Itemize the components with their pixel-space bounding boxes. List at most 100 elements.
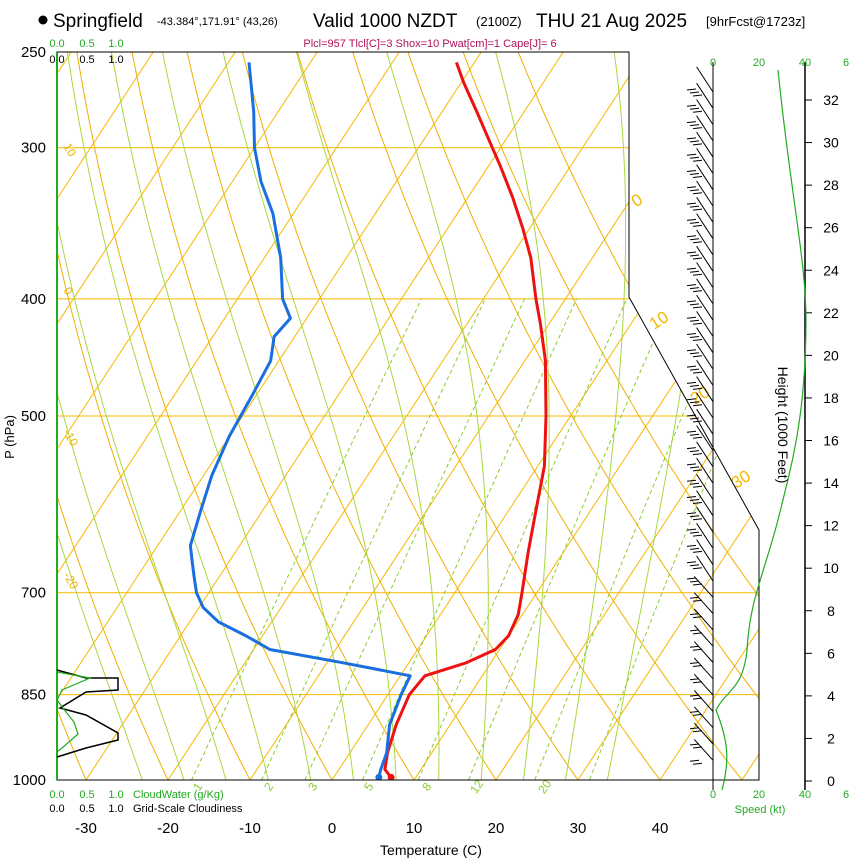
wind-barb-flag [686, 218, 697, 221]
cloudiness-curve [56, 669, 119, 758]
wind-barb-flag [689, 482, 700, 485]
wind-barb-flag [692, 224, 703, 227]
height-tick-label: 10 [823, 560, 839, 576]
wind-barb [696, 99, 714, 125]
pressure-tick-label: 250 [21, 44, 46, 61]
wind-barb-flag [686, 186, 697, 189]
wind-barb-flag [686, 121, 697, 124]
isotherm-line [57, 52, 400, 780]
dry-adiabat-line [57, 52, 264, 780]
speed-tick-top-label: 20 [753, 57, 765, 69]
wind-barb-flag [692, 257, 703, 260]
wind-barb-flag [689, 547, 700, 550]
wind-barb-flag [686, 88, 697, 91]
height-tick-label: 22 [823, 305, 839, 321]
mixing-ratio-label: 5 [361, 780, 376, 794]
wind-barb [696, 490, 714, 517]
wind-barb-flag [689, 531, 700, 534]
cloudiness-scale-bottom-label: 1.0 [108, 803, 123, 815]
height-tick-label: 30 [823, 135, 839, 151]
dry-adiabat-line [127, 52, 431, 780]
wind-barb-flag [692, 420, 703, 423]
wind-barb-flag [692, 583, 703, 586]
wind-barb-flag [692, 485, 703, 488]
wind-barb-flag [689, 384, 700, 387]
temperature-tick-label: -10 [239, 820, 261, 837]
wind-barb [696, 457, 714, 484]
wind-barb-flag [692, 518, 703, 521]
cloudwater-scale-top-label: 0.5 [79, 38, 94, 50]
speed-tick-top-label: 6 [843, 57, 849, 69]
wind-barb-flag [692, 355, 703, 358]
wind-barb [696, 294, 714, 321]
wind-barb-flag [689, 173, 700, 175]
wind-barb [696, 523, 714, 549]
isotherm-line [57, 52, 154, 780]
wind-barb-flag [686, 414, 697, 417]
height-tick-label: 14 [823, 475, 839, 491]
speed-tick-bottom-label: 6 [843, 789, 849, 801]
dry-adiabat-line [291, 52, 680, 780]
wind-barb-flag [692, 616, 703, 619]
wind-barb-flag [689, 91, 700, 94]
mixing-ratio-line [249, 298, 486, 780]
wind-barb-flag [692, 404, 703, 407]
wind-barb-flag [689, 645, 700, 648]
mixing-ratio-line [350, 298, 578, 780]
wind-barb-flag [689, 433, 700, 436]
wind-barb-flag [686, 365, 697, 368]
temperature-tick-label: -30 [75, 820, 97, 837]
wind-barb-flag [692, 110, 703, 113]
wind-barb-flag [686, 300, 697, 303]
wind-barb [696, 66, 714, 93]
wind-barb-flag [689, 515, 700, 518]
valid-time: Valid 1000 NZDT [313, 11, 458, 32]
wind-barb-flag [686, 333, 697, 335]
wind-barb-flag [686, 512, 697, 515]
wind-barb [696, 262, 714, 288]
isotherm-line [741, 52, 759, 780]
wind-barb [696, 311, 714, 337]
wind-barb-flag [692, 159, 703, 162]
wind-barb-flag [689, 759, 700, 762]
height-tick-label: 20 [823, 347, 839, 363]
pressure-tick-label: 400 [21, 291, 46, 308]
mixing-ratio-line [579, 298, 759, 780]
wind-barb-flag [692, 290, 703, 293]
wind-barb-flag [686, 561, 697, 564]
wind-barb-flag [689, 189, 700, 192]
wind-barb-flag [689, 417, 700, 420]
wind-barb [696, 164, 714, 191]
cloudwater-scale-bottom-label: 0.0 [49, 789, 64, 801]
wind-barb [693, 690, 714, 712]
wind-barb [696, 360, 714, 386]
wind-barb-flag [689, 678, 700, 681]
wind-barb [696, 408, 714, 435]
wind-barb [693, 657, 714, 680]
wind-barb-flag [692, 322, 703, 325]
moist-adiabat-line [110, 52, 316, 780]
moist-adiabat-line [601, 52, 722, 780]
mixing-ratio-line [293, 298, 526, 780]
temperature-tick-label: 30 [570, 820, 587, 837]
wind-barb [696, 278, 714, 305]
wind-barb-flag [689, 221, 700, 224]
wind-barb-flag [686, 381, 697, 384]
wind-barb-flag [692, 730, 703, 733]
wind-barb-flag [689, 254, 700, 257]
wind-barb-flag [686, 496, 697, 498]
height-tick-label: 4 [827, 688, 835, 704]
isotherm-line [57, 52, 236, 780]
wind-barb [696, 555, 714, 582]
wind-barb-flag [692, 241, 703, 244]
isotherm-line [57, 52, 318, 780]
wind-barb-flag [692, 192, 703, 195]
wind-barb-flag [692, 306, 703, 309]
height-tick-label: 32 [823, 92, 839, 108]
moist-adiabat-line [495, 52, 550, 780]
wind-barb [696, 441, 714, 468]
wind-barb [693, 641, 714, 663]
mixing-ratio-label: 2 [261, 780, 276, 794]
cloudwater-label: CloudWater (g/Kg) [133, 789, 224, 801]
